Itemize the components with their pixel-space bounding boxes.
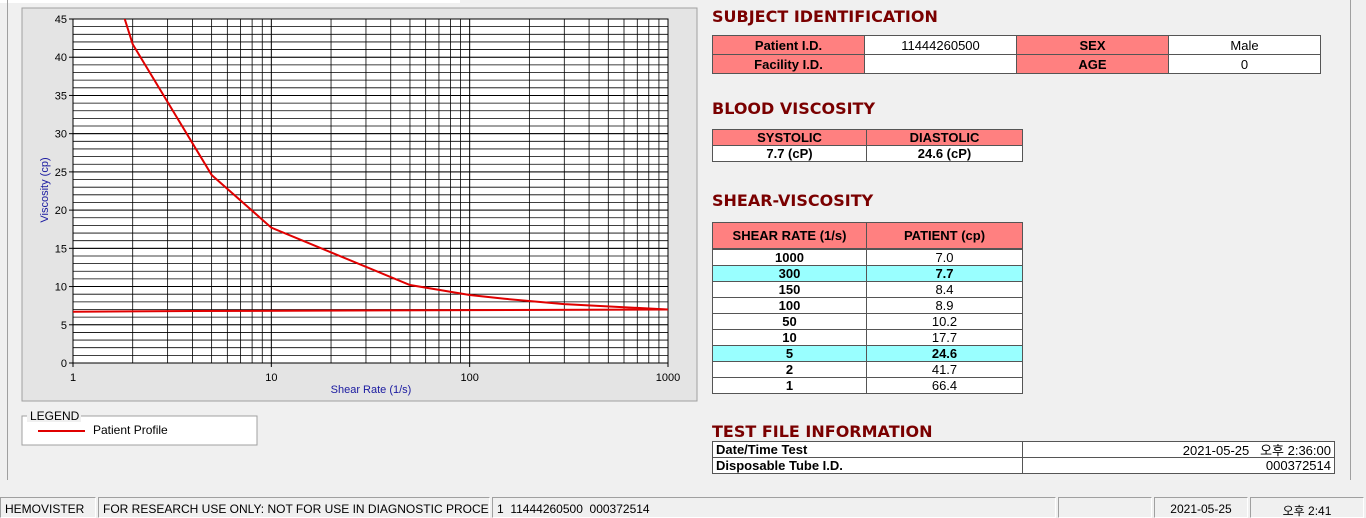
shear-rate: 100 (712, 297, 867, 314)
shear-rate: 1 (712, 377, 867, 394)
y-tick-label: 30 (55, 129, 67, 141)
field-label: SEX (1016, 35, 1169, 55)
left-border (7, 0, 8, 480)
patient-viscosity: 8.9 (866, 297, 1023, 314)
patient-viscosity: 41.7 (866, 361, 1023, 378)
y-tick-label: 15 (55, 243, 67, 255)
viscosity-value: 24.6 (cP) (866, 145, 1023, 162)
field-label: AGE (1016, 54, 1169, 74)
field-value: Male (1168, 35, 1321, 55)
patient-viscosity: 8.4 (866, 281, 1023, 298)
shear-rate: 1000 (712, 249, 867, 266)
x-axis-label: Shear Rate (1/s) (331, 384, 412, 396)
x-tick-label: 10 (265, 372, 277, 384)
top-strip (0, 0, 460, 3)
legend-label: Patient Profile (93, 423, 168, 437)
y-tick-label: 0 (61, 358, 67, 370)
x-tick-label: 100 (460, 372, 478, 384)
column-header: SHEAR RATE (1/s) (712, 222, 867, 249)
patient-viscosity: 7.7 (866, 265, 1023, 282)
y-tick-label: 45 (55, 14, 67, 26)
field-label: Facility I.D. (712, 54, 865, 74)
status-cell: 2021-05-25 (1154, 497, 1248, 518)
patient-viscosity: 7.0 (866, 249, 1023, 266)
column-header: PATIENT (cp) (866, 222, 1023, 249)
section-title: TEST FILE INFORMATION (712, 422, 933, 441)
shear-rate: 2 (712, 361, 867, 378)
y-tick-label: 10 (55, 282, 67, 294)
y-tick-label: 5 (61, 320, 67, 332)
viscosity-value: 7.7 (cP) (712, 145, 867, 162)
lines (73, 19, 668, 313)
legend-title: LEGEND (30, 409, 80, 423)
field-value (864, 54, 1017, 74)
shear-rate: 5 (712, 345, 867, 362)
patient-viscosity: 17.7 (866, 329, 1023, 346)
field-label: Patient I.D. (712, 35, 865, 55)
right-border (1350, 0, 1351, 480)
shear-rate: 150 (712, 281, 867, 298)
x-tick-label: 1 (70, 372, 76, 384)
field-value: 11444260500 (864, 35, 1017, 55)
column-header: DIASTOLIC (866, 129, 1023, 146)
status-cell: 오후 2:41 (1250, 497, 1364, 518)
info-value: 2021-05-25 오후 2:36:00 (1022, 441, 1335, 458)
info-label: Date/Time Test (712, 441, 1023, 458)
y-tick-label: 20 (55, 205, 67, 217)
shear-rate: 300 (712, 265, 867, 282)
x-tick-label: 1000 (656, 372, 680, 384)
shear-rate: 10 (712, 329, 867, 346)
info-label: Disposable Tube I.D. (712, 457, 1023, 474)
status-cell: HEMOVISTER (0, 497, 96, 518)
chart: Shear Rate (1/s) Viscosity (cp) LEGEND P… (21, 7, 698, 446)
status-cell (1058, 497, 1152, 518)
legend-title-bg (27, 409, 81, 422)
y-tick-label: 25 (55, 167, 67, 179)
legend: Patient Profile (38, 423, 168, 437)
y-tick-label: 40 (55, 52, 67, 64)
section-title: BLOOD VISCOSITY (712, 99, 876, 118)
plot-area (72, 18, 669, 364)
section-title: SUBJECT IDENTIFICATION (712, 7, 938, 26)
patient-viscosity: 24.6 (866, 345, 1023, 362)
y-tick-label: 35 (55, 90, 67, 102)
patient-viscosity: 66.4 (866, 377, 1023, 394)
status-cell: 1 11444260500 000372514 (492, 497, 1056, 518)
series-line (123, 19, 668, 311)
series-line (73, 308, 668, 313)
info-value: 000372514 (1022, 457, 1335, 474)
status-cell: FOR RESEARCH USE ONLY: NOT FOR USE IN DI… (98, 497, 490, 518)
field-value: 0 (1168, 54, 1321, 74)
section-title: SHEAR-VISCOSITY (712, 191, 874, 210)
column-header: SYSTOLIC (712, 129, 867, 146)
shear-rate: 50 (712, 313, 867, 330)
patient-viscosity: 10.2 (866, 313, 1023, 330)
y-axis-label: Viscosity (cp) (39, 157, 51, 222)
grid (69, 18, 669, 367)
